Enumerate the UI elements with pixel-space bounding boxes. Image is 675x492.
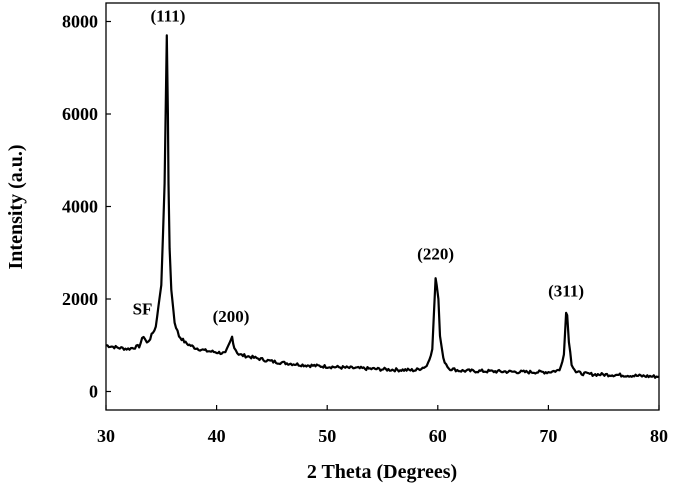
y-axis-title: Intensity (a.u.) — [5, 144, 27, 269]
series-line — [106, 34, 660, 379]
peak-annotations: (111) SF (200) (220) (311) — [133, 7, 584, 327]
peak-label: (200) — [213, 307, 250, 326]
y-tick-label: 6000 — [62, 104, 98, 124]
plot-frame — [105, 2, 660, 411]
peak-label: (111) — [150, 7, 185, 26]
x-tick-label: 60 — [429, 426, 447, 446]
x-tick-label: 40 — [208, 426, 226, 446]
x-axis-title: 2 Theta (Degrees) — [307, 461, 457, 483]
y-axis-ticks: 0 2000 4000 6000 8000 — [62, 12, 111, 402]
x-axis-ticks: 30 40 50 60 70 80 — [97, 405, 668, 446]
x-tick-label: 80 — [650, 426, 668, 446]
y-tick-label: 2000 — [62, 289, 98, 309]
y-tick-label: 4000 — [62, 197, 98, 217]
peak-label: (220) — [417, 245, 454, 264]
x-tick-label: 70 — [539, 426, 557, 446]
y-tick-label: 0 — [89, 382, 98, 402]
peak-label: (311) — [548, 282, 584, 301]
x-tick-label: 50 — [318, 426, 336, 446]
y-tick-label: 8000 — [62, 12, 98, 32]
peak-label: SF — [133, 299, 153, 318]
x-tick-label: 30 — [97, 426, 115, 446]
